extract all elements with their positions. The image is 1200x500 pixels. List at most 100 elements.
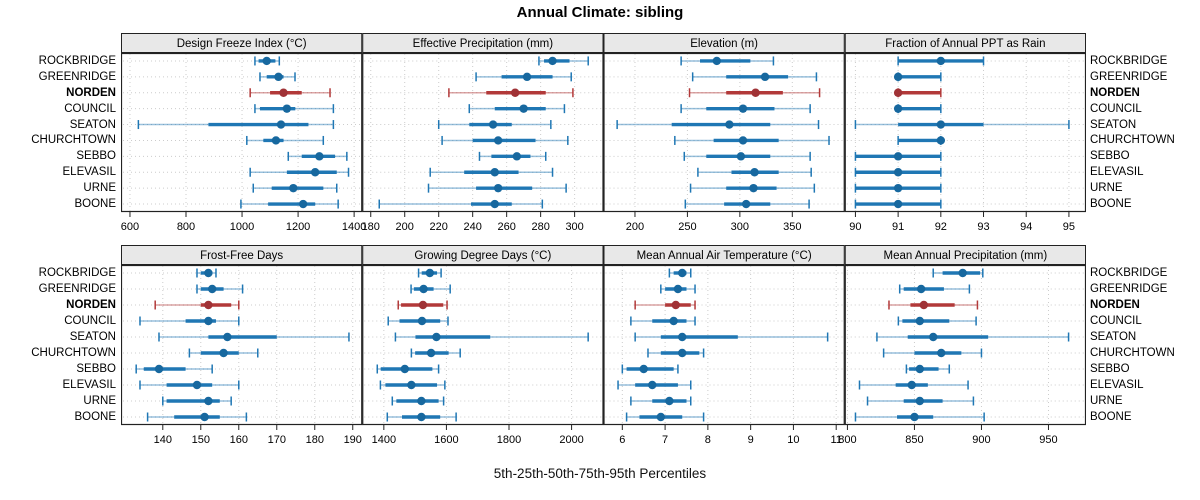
site-label-left-urne-bottom: URNE <box>83 395 116 407</box>
median-dot-churchtown <box>493 136 503 145</box>
strip-title: Growing Degree Days (°C) <box>414 250 551 262</box>
site-label-left-boone-top: BOONE <box>74 198 116 211</box>
median-dot-greenridge <box>207 284 217 294</box>
site-label-left-urne-top: URNE <box>83 182 116 195</box>
median-dot-boone <box>417 412 426 422</box>
median-dot-sebbo <box>400 364 410 374</box>
axis-tick-label: 350 <box>783 221 801 233</box>
site-label-left-elevasil-bottom: ELEVASIL <box>62 379 117 391</box>
site-label-left-council-top: COUNCIL <box>64 102 116 115</box>
median-dot-elevasil <box>192 380 202 390</box>
median-dot-rockbridge <box>712 56 721 66</box>
median-dot-norden <box>418 300 428 310</box>
median-dot-sebbo <box>893 152 903 161</box>
strip-title: Elevation (m) <box>690 38 758 50</box>
site-label-right-rockbridge-bottom: ROCKBRIDGE <box>1090 267 1168 279</box>
median-dot-norden <box>204 300 213 310</box>
site-label-right-boone-top: BOONE <box>1090 198 1132 211</box>
site-label-right-churchtown-bottom: CHURCHTOWN <box>1090 347 1175 359</box>
site-label-left-rockbridge-bottom: ROCKBRIDGE <box>38 267 116 279</box>
median-dot-churchtown <box>219 348 228 358</box>
axis-tick-label: 800 <box>838 434 856 446</box>
median-dot-greenridge <box>916 284 926 294</box>
panel-group-top: Design Freeze Index (°C) 600 800 1000 1200 14… <box>121 33 1087 239</box>
site-label-right-sebbo-bottom: SEBBO <box>1090 363 1130 375</box>
median-dot-seaton <box>929 332 938 342</box>
strip-header <box>603 33 845 53</box>
axis-tick-label: 300 <box>731 221 749 233</box>
axis-tick-label: 1800 <box>497 434 521 446</box>
median-dot-churchtown <box>271 136 281 145</box>
median-dot-council <box>738 104 748 113</box>
percentile-caption: 5th-25th-50th-75th-95th Percentiles <box>493 466 707 481</box>
axis-tick-label: 2000 <box>559 434 583 446</box>
median-dot-rockbridge <box>548 56 557 66</box>
axis-tick-label: 170 <box>268 434 286 446</box>
median-dot-sebbo <box>512 152 522 161</box>
site-label-right-greenridge-top: GREENRIDGE <box>1090 70 1168 83</box>
axis-tick-label: 11 <box>830 434 841 446</box>
site-label-right-council-top: COUNCIL <box>1090 102 1142 115</box>
panel-body <box>362 52 604 213</box>
axis-tick-label: 94 <box>1020 221 1032 233</box>
axis-tick-label: 240 <box>464 221 482 233</box>
median-dot-norden <box>893 88 903 97</box>
site-label-left-elevasil-top: ELEVASIL <box>62 166 117 179</box>
axis-tick-label: 180 <box>362 221 380 233</box>
strip-header <box>844 33 1086 53</box>
median-dot-seaton <box>223 332 232 342</box>
median-dot-churchtown <box>426 348 436 358</box>
median-dot-elevasil <box>407 380 416 390</box>
median-dot-norden <box>279 88 288 97</box>
median-dot-norden <box>671 300 680 310</box>
axis-tick-label: 150 <box>192 434 210 446</box>
site-label-right-elevasil-top: ELEVASIL <box>1090 166 1144 179</box>
median-dot-rockbridge <box>262 56 271 66</box>
median-dot-elevasil <box>893 168 903 177</box>
median-dot-sebbo <box>639 364 648 374</box>
median-dot-urne <box>915 396 925 406</box>
median-dot-greenridge <box>522 72 532 82</box>
median-dot-council <box>417 316 427 326</box>
axis-tick-label: 260 <box>497 221 515 233</box>
site-label-left-greenridge-bottom: GREENRIDGE <box>38 283 116 295</box>
axis-tick-label: 140 <box>154 434 172 446</box>
median-dot-seaton <box>936 120 946 129</box>
median-dot-boone <box>741 199 751 209</box>
median-dot-sebbo <box>915 364 925 374</box>
strip-title: Mean Annual Air Temperature (°C) <box>637 250 812 262</box>
site-label-right-boone-bottom: BOONE <box>1090 411 1132 423</box>
median-dot-seaton <box>488 120 498 129</box>
median-dot-council <box>669 316 678 326</box>
axis-tick-label: 900 <box>972 434 990 446</box>
strip-header <box>121 33 363 53</box>
site-label-left-sebbo-bottom: SEBBO <box>76 363 116 375</box>
median-dot-boone <box>893 199 903 209</box>
axis-tick-label: 9 <box>748 434 754 446</box>
site-label-left-churchtown-bottom: CHURCHTOWN <box>31 347 116 359</box>
site-label-left-norden-top: NORDEN <box>66 86 116 99</box>
strip-header <box>362 33 604 53</box>
axis-tick-label: 7 <box>662 434 668 446</box>
panel-group-bottom: Frost-Free Days 140 150 160 170 180 190 Growing… <box>120 245 1087 452</box>
axis-tick-label: 8 <box>705 434 711 446</box>
site-label-left-seaton-top: SEATON <box>69 118 116 131</box>
median-dot-urne <box>893 183 903 193</box>
median-dot-boone <box>910 412 919 422</box>
median-dot-seaton <box>725 120 734 129</box>
site-label-left-council-bottom: COUNCIL <box>64 315 116 327</box>
median-dot-churchtown <box>936 136 946 145</box>
median-dot-rockbridge <box>936 56 946 66</box>
median-dot-council <box>915 316 925 326</box>
median-dot-council <box>519 104 528 113</box>
panel-body <box>362 264 604 426</box>
median-dot-sebbo <box>154 364 164 374</box>
site-label-right-seaton-bottom: SEATON <box>1090 331 1137 343</box>
site-label-left-rockbridge-top: ROCKBRIDGE <box>38 54 116 67</box>
median-dot-greenridge <box>419 284 428 294</box>
axis-tick-label: 10 <box>787 434 799 446</box>
median-dot-sebbo <box>315 152 324 161</box>
median-dot-urne <box>417 396 426 406</box>
median-dot-seaton <box>678 332 687 342</box>
site-label-right-norden-top: NORDEN <box>1090 86 1140 99</box>
